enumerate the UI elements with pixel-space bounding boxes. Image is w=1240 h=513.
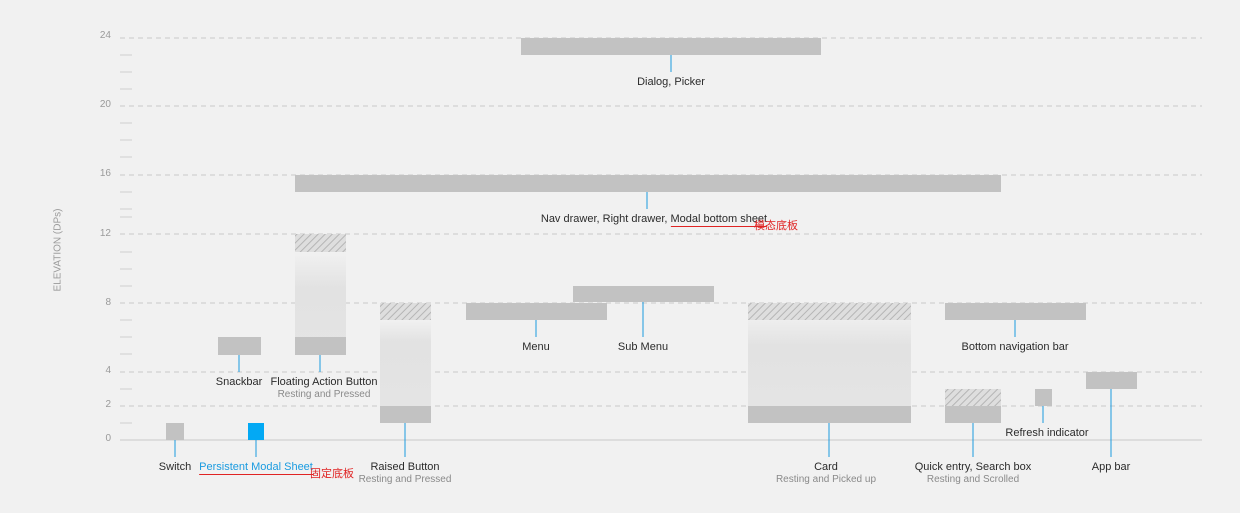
- fab-pressed-hatch: [295, 234, 346, 252]
- raised-button-label: Raised Button: [370, 461, 440, 473]
- dialog-bar: [521, 38, 821, 55]
- card-picked-hatch: [748, 303, 911, 320]
- y-tick-24: 24: [99, 30, 111, 41]
- app-bar-label: App bar: [1091, 461, 1131, 473]
- quick-entry-label: Quick entry, Search box: [914, 461, 1032, 473]
- y-axis-label: ELEVATION (DPs): [52, 208, 64, 292]
- bottom-nav-label: Bottom navigation bar: [961, 341, 1069, 353]
- raised-travel-fade: [380, 320, 431, 406]
- y-tick-12: 12: [99, 228, 111, 239]
- menu-label: Menu: [522, 341, 550, 353]
- refresh-label: Refresh indicator: [1005, 427, 1089, 439]
- persistent-sheet-bar: [248, 423, 264, 440]
- nav-drawer-text: Nav drawer, Right drawer,: [540, 213, 671, 225]
- refresh-bar: [1035, 389, 1052, 406]
- y-tick-20: 20: [99, 99, 111, 110]
- dialog-label: Dialog, Picker: [637, 76, 705, 88]
- snackbar-bar: [218, 337, 261, 355]
- card-bar: [748, 406, 911, 423]
- raised-button-sublabel: Resting and Pressed: [358, 474, 452, 485]
- y-tick-2: 2: [105, 399, 111, 410]
- quick-entry-scrolled-hatch: [945, 389, 1001, 406]
- sub-menu-bar: [573, 286, 714, 302]
- persistent-sheet-label: Persistent Modal Sheet: [199, 461, 313, 475]
- persistent-sheet-text: Persistent Modal Sheet: [199, 461, 313, 475]
- sub-menu-label: Sub Menu: [617, 341, 669, 353]
- app-bar-bar: [1086, 372, 1137, 389]
- y-tick-4: 4: [105, 365, 111, 376]
- switch-bar: [166, 423, 184, 440]
- card-travel-fade: [748, 320, 911, 406]
- quick-entry-sublabel: Resting and Scrolled: [926, 474, 1020, 485]
- persistent-sheet-annotation: 固定底板: [310, 467, 354, 480]
- modal-bottom-sheet-text: Modal bottom sheet: [670, 213, 768, 227]
- raised-pressed-hatch: [380, 303, 431, 320]
- y-tick-8: 8: [105, 297, 111, 308]
- switch-label: Switch: [158, 461, 192, 473]
- y-tick-16: 16: [99, 168, 111, 179]
- fab-sublabel: Resting and Pressed: [277, 389, 371, 400]
- y-tick-0: 0: [105, 433, 111, 444]
- bottom-nav-bar: [945, 303, 1086, 320]
- nav-drawer-annotation: 模态底板: [754, 219, 798, 232]
- card-label: Card: [814, 461, 838, 473]
- nav-drawer-label: Nav drawer, Right drawer, Modal bottom s…: [540, 213, 768, 227]
- fab-bar: [295, 337, 346, 355]
- nav-drawer-bar: [295, 175, 1001, 192]
- quick-entry-bar: [945, 406, 1001, 423]
- fab-label: Floating Action Button: [270, 376, 378, 388]
- raised-button-bar: [380, 406, 431, 423]
- menu-bar: [466, 303, 607, 320]
- snackbar-label: Snackbar: [215, 376, 263, 388]
- card-sublabel: Resting and Picked up: [775, 474, 877, 485]
